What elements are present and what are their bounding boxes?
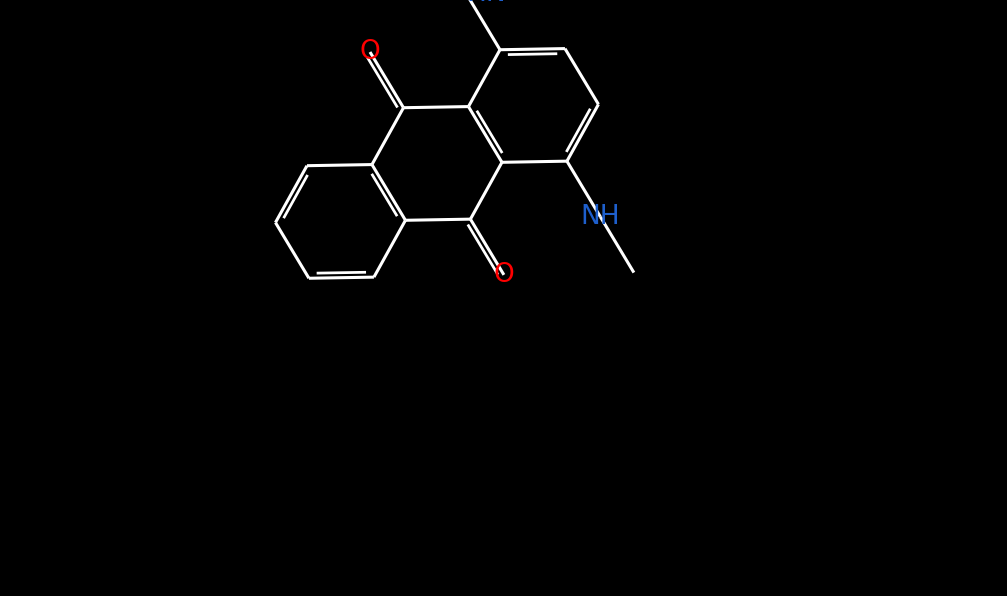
Text: O: O xyxy=(493,262,515,288)
Text: O: O xyxy=(359,39,381,65)
Text: NH: NH xyxy=(581,204,620,230)
Text: HN: HN xyxy=(466,0,507,7)
